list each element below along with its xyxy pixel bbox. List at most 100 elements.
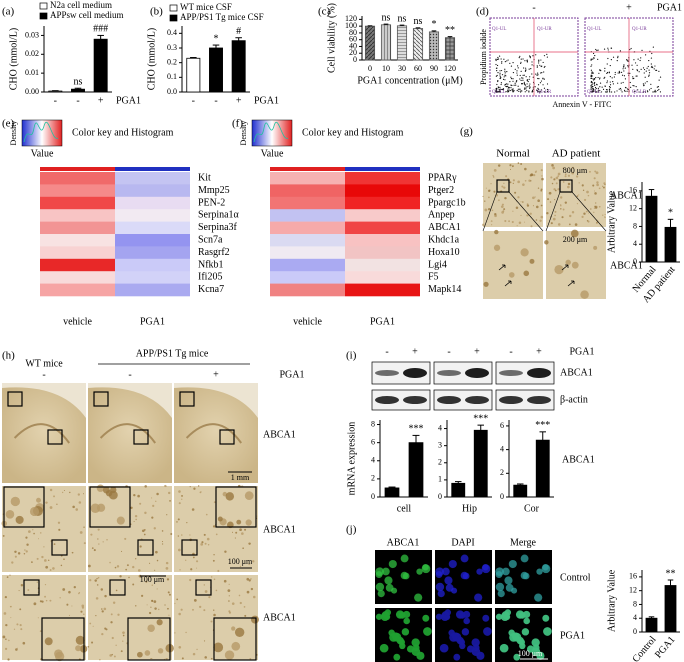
stained-cell [151, 599, 154, 602]
cell [422, 614, 430, 622]
stained-cell [96, 484, 105, 492]
bar [186, 57, 201, 93]
significance-label: ns [382, 12, 391, 23]
cell [476, 651, 485, 660]
stained-cell [558, 179, 560, 181]
x-tick-label: - [214, 95, 217, 106]
stained-cell [546, 212, 549, 215]
arrow [567, 280, 575, 287]
stained-cell [581, 215, 584, 218]
stained-cell [560, 205, 562, 207]
condition-label: - [509, 346, 512, 357]
condition-label: + [412, 346, 418, 357]
stained-cell [515, 206, 519, 210]
heatmap-cell [115, 172, 190, 185]
y-tick-label: 0.3 [167, 43, 177, 52]
row-label: ABCA1 [263, 524, 296, 535]
micrograph [546, 163, 606, 227]
stained-cell [490, 183, 492, 185]
cell [466, 645, 475, 653]
cell [384, 609, 392, 616]
flow-dot [510, 78, 513, 80]
y-tick-label: 0 [633, 627, 637, 636]
flow-dot [538, 59, 540, 61]
stained-cell [602, 186, 605, 189]
flow-dot [638, 91, 640, 93]
flow-dot [522, 74, 524, 76]
flow-dot [597, 87, 599, 90]
flow-dot [607, 47, 609, 49]
flow-dot [616, 90, 618, 92]
cell [437, 589, 445, 598]
heatmap-cell [115, 221, 190, 235]
flow-dot [609, 64, 611, 67]
inset-box [219, 429, 235, 445]
flow-dot [627, 65, 629, 67]
flow-dot [637, 58, 639, 60]
flow-dot [531, 89, 534, 92]
flow-dot [645, 54, 647, 56]
stained-cell [135, 558, 137, 560]
stained-cell [574, 223, 578, 226]
flow-dot [518, 90, 520, 92]
stained-cell [44, 559, 47, 562]
gene-label: Serpina1α [198, 210, 240, 221]
flow-dot [508, 89, 510, 91]
stained-cell [44, 595, 46, 598]
stained-cell [524, 167, 527, 171]
key-histogram [253, 122, 289, 143]
stained-cell [122, 631, 125, 635]
cell [396, 636, 404, 645]
inset-box [109, 579, 126, 596]
stained-cell [151, 516, 154, 519]
stained-cell [210, 620, 213, 623]
flow-dot [590, 77, 592, 79]
flow-dot [521, 77, 523, 79]
stained-cell [249, 657, 252, 660]
micrograph [544, 229, 606, 299]
stained-cell [508, 272, 515, 278]
micrograph [482, 162, 544, 228]
stained-cell [243, 606, 246, 608]
stained-cell [49, 569, 52, 571]
stained-cell [53, 495, 55, 498]
flow-dot [526, 59, 528, 61]
significance-label: # [236, 26, 241, 37]
stained-cell [93, 549, 96, 552]
flow-dot [606, 71, 609, 74]
stained-cell [500, 205, 504, 209]
flow-dot [655, 91, 657, 93]
flow-dot [532, 76, 534, 78]
heatmap-cell [345, 172, 420, 185]
stained-cell [571, 166, 575, 169]
flow-dot [496, 70, 498, 72]
stained-cell [148, 611, 152, 615]
heatmap-cell [270, 246, 345, 260]
stained-cell [541, 175, 543, 177]
stained-cell [224, 550, 227, 553]
flow-dot [499, 74, 501, 76]
stained-cell [161, 530, 164, 532]
stained-cell [137, 494, 140, 498]
flow-dot [529, 86, 531, 88]
scale-label: 100 μm [228, 557, 253, 566]
flow-dot [546, 89, 549, 91]
flow-dot [528, 91, 530, 93]
stained-cell [603, 182, 606, 185]
y-tick-label: 6 [371, 437, 375, 446]
flow-dot [543, 55, 546, 57]
stained-cell [52, 567, 55, 570]
stained-cell [553, 178, 556, 181]
flow-dot [517, 65, 519, 67]
stained-cell [493, 169, 497, 172]
stained-cell [592, 184, 595, 187]
y-tick-label: 0 [371, 492, 375, 501]
quadrant-label: Q1-UL [492, 27, 506, 32]
flow-dot [603, 77, 605, 79]
stained-cell [509, 164, 512, 167]
flow-dot [536, 91, 539, 93]
stained-cell [83, 613, 85, 616]
stained-cell [517, 180, 520, 184]
stained-cell [201, 541, 204, 544]
stained-cell [537, 187, 540, 189]
